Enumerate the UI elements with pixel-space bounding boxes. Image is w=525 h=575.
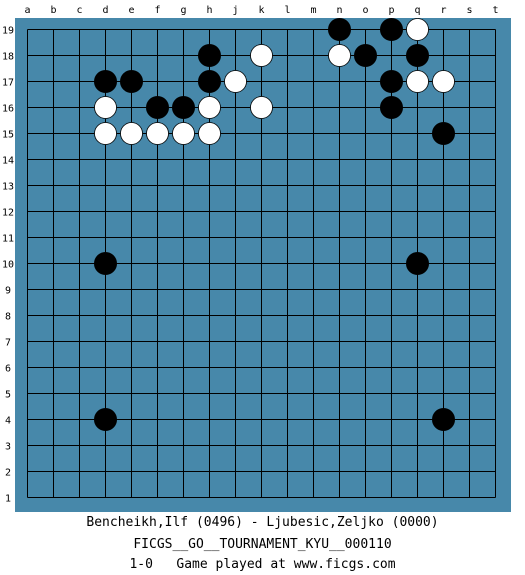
black-stone (94, 408, 117, 431)
column-label: e (128, 5, 134, 16)
row-label: 14 (2, 156, 14, 167)
column-label: h (206, 5, 212, 16)
black-stone (380, 70, 403, 93)
row-labels: 19 18 17 16 15 14 13 12 11 10 9 8 7 6 5 4 3 2 1 (2, 26, 14, 505)
white-stone (406, 70, 429, 93)
row-label: 19 (2, 26, 14, 37)
row-label: 4 (5, 416, 11, 427)
white-stone (250, 96, 273, 119)
black-stone (406, 44, 429, 67)
row-label: 2 (5, 468, 11, 479)
column-label: b (50, 5, 56, 16)
players-line: Bencheikh,Ilf (0496) - Ljubesic,Zeljko (… (86, 515, 439, 530)
row-label: 1 (5, 494, 11, 505)
black-stone (328, 18, 351, 41)
column-label: d (102, 5, 108, 16)
black-stone (380, 18, 403, 41)
column-label: g (180, 5, 186, 16)
black-stone (432, 408, 455, 431)
black-stone (146, 96, 169, 119)
white-stone (172, 122, 195, 145)
row-label: 16 (2, 104, 14, 115)
black-stone (432, 122, 455, 145)
column-label: l (284, 5, 290, 16)
column-label: r (440, 5, 446, 16)
row-label: 6 (5, 364, 11, 375)
row-label: 13 (2, 182, 14, 193)
row-label: 12 (2, 208, 14, 219)
white-stone (328, 44, 351, 67)
row-label: 5 (5, 390, 11, 401)
column-label: k (258, 5, 264, 16)
white-stone (94, 122, 117, 145)
column-label: n (336, 5, 342, 16)
row-label: 7 (5, 338, 11, 349)
black-stone (172, 96, 195, 119)
white-stone (94, 96, 117, 119)
white-stone (406, 18, 429, 41)
tournament-line: FICGS__GO__TOURNAMENT_KYU__000110 (133, 537, 392, 552)
column-label: t (492, 5, 498, 16)
white-stone (224, 70, 247, 93)
stones (94, 18, 455, 431)
white-stone (198, 96, 221, 119)
column-label: a (24, 5, 30, 16)
row-label: 10 (2, 260, 14, 271)
black-stone (198, 70, 221, 93)
row-label: 3 (5, 442, 11, 453)
column-label: m (310, 5, 316, 16)
white-stone (432, 70, 455, 93)
black-stone (94, 252, 117, 275)
column-label: s (466, 5, 472, 16)
row-label: 8 (5, 312, 11, 323)
column-label: q (414, 5, 420, 16)
black-stone (406, 252, 429, 275)
white-stone (250, 44, 273, 67)
board-background (15, 18, 511, 512)
white-stone (146, 122, 169, 145)
row-label: 15 (2, 130, 14, 141)
column-label: c (76, 5, 82, 16)
white-stone (120, 122, 143, 145)
white-stone (198, 122, 221, 145)
column-label: j (232, 5, 238, 16)
row-label: 9 (5, 286, 11, 297)
result-line: 1-0 Game played at www.ficgs.com (129, 557, 396, 572)
column-label: f (154, 5, 160, 16)
column-label: p (388, 5, 394, 16)
black-stone (120, 70, 143, 93)
black-stone (198, 44, 221, 67)
row-label: 18 (2, 52, 14, 63)
column-label: o (362, 5, 368, 16)
row-label: 17 (2, 78, 14, 89)
black-stone (94, 70, 117, 93)
black-stone (380, 96, 403, 119)
black-stone (354, 44, 377, 67)
row-label: 11 (2, 234, 14, 245)
